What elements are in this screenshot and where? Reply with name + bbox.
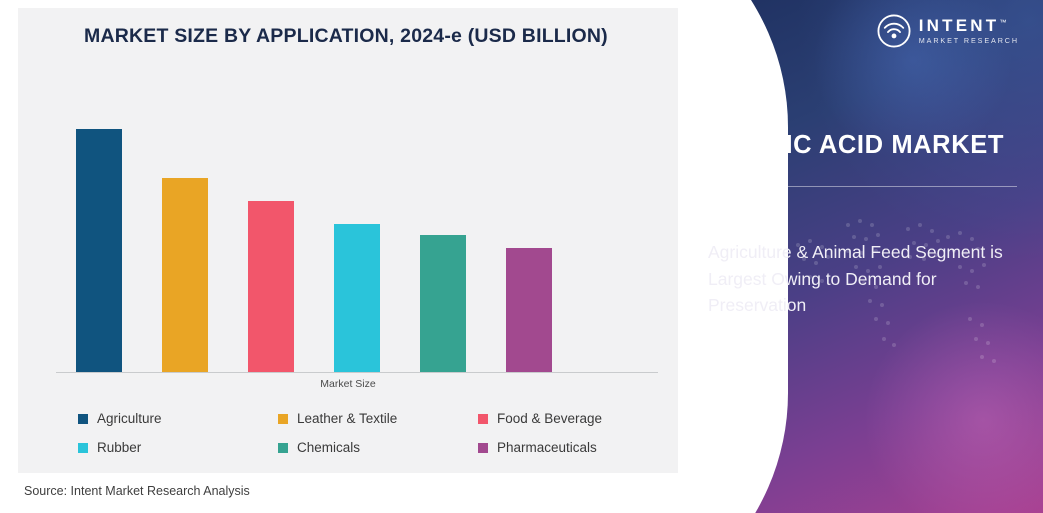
panel-curve-decoration [678,0,788,513]
legend-item-chemicals: Chemicals [278,440,478,455]
source-note: Source: Intent Market Research Analysis [24,484,250,498]
legend-item-pharmaceuticals: Pharmaceuticals [478,440,658,455]
legend-label: Agriculture [97,411,162,426]
legend-label: Leather & Textile [297,411,398,426]
legend-row-2: Rubber Chemicals Pharmaceuticals [78,433,658,462]
brand-panel: INTENT™ MARKET RESEARCH FORMIC ACID MARK… [678,0,1043,513]
bar-rubber [334,223,380,372]
x-axis-line [56,372,658,373]
chart-legend: Agriculture Leather & Textile Food & Bev… [78,404,658,462]
legend-swatch-icon [278,413,288,424]
brand-logo-tagline: MARKET RESEARCH [918,36,1019,46]
bar-slot-leather-textile [142,83,228,372]
brand-divider [708,186,1017,187]
bar-agriculture [76,128,122,372]
chart-panel: MARKET SIZE BY APPLICATION, 2024-e (USD … [18,8,678,498]
bar-leather-textile [162,177,208,372]
glow-top-decoration [813,0,1013,160]
legend-item-leather-textile: Leather & Textile [278,411,478,426]
brand-logo-name-text: INTENT [918,15,1000,35]
trademark-icon: ™ [999,18,1007,26]
legend-label: Food & Beverage [497,411,603,426]
x-axis-caption: Market Size [320,378,376,390]
bar-food-beverage [248,200,294,372]
legend-swatch-icon [78,413,88,424]
bar-slot-chemicals [400,83,486,372]
chart-title: MARKET SIZE BY APPLICATION, 2024-e (USD … [84,25,608,47]
legend-swatch-icon [478,442,488,453]
legend-swatch-icon [78,442,88,453]
legend-item-agriculture: Agriculture [78,411,278,426]
bar-slot-pharmaceuticals [486,83,572,372]
brand-title: FORMIC ACID MARKET [708,131,1004,159]
legend-row-1: Agriculture Leather & Textile Food & Bev… [78,404,658,433]
brand-subtitle: Agriculture & Animal Feed Segment is Lar… [708,242,1003,316]
legend-label: Pharmaceuticals [497,440,597,455]
bar-slot-agriculture [56,83,142,372]
brand-logo: INTENT™ MARKET RESEARCH [877,14,1019,48]
bar-slot-food-beverage [228,83,314,372]
legend-item-food-beverage: Food & Beverage [478,411,658,426]
bar-slot-rubber [314,83,400,372]
brand-logo-name: INTENT™ [918,15,1019,35]
legend-label: Rubber [97,440,142,455]
legend-swatch-icon [478,413,488,424]
legend-item-rubber: Rubber [78,440,278,455]
bar-chemicals [420,235,466,372]
plot-area [38,83,658,373]
bar-pharmaceuticals [506,248,552,372]
chart-card: MARKET SIZE BY APPLICATION, 2024-e (USD … [18,8,678,473]
bar-group [56,83,658,372]
signal-wave-logo-icon [877,14,911,48]
legend-swatch-icon [278,442,288,453]
legend-label: Chemicals [297,440,361,455]
brand-logo-text: INTENT™ MARKET RESEARCH [918,15,1019,46]
